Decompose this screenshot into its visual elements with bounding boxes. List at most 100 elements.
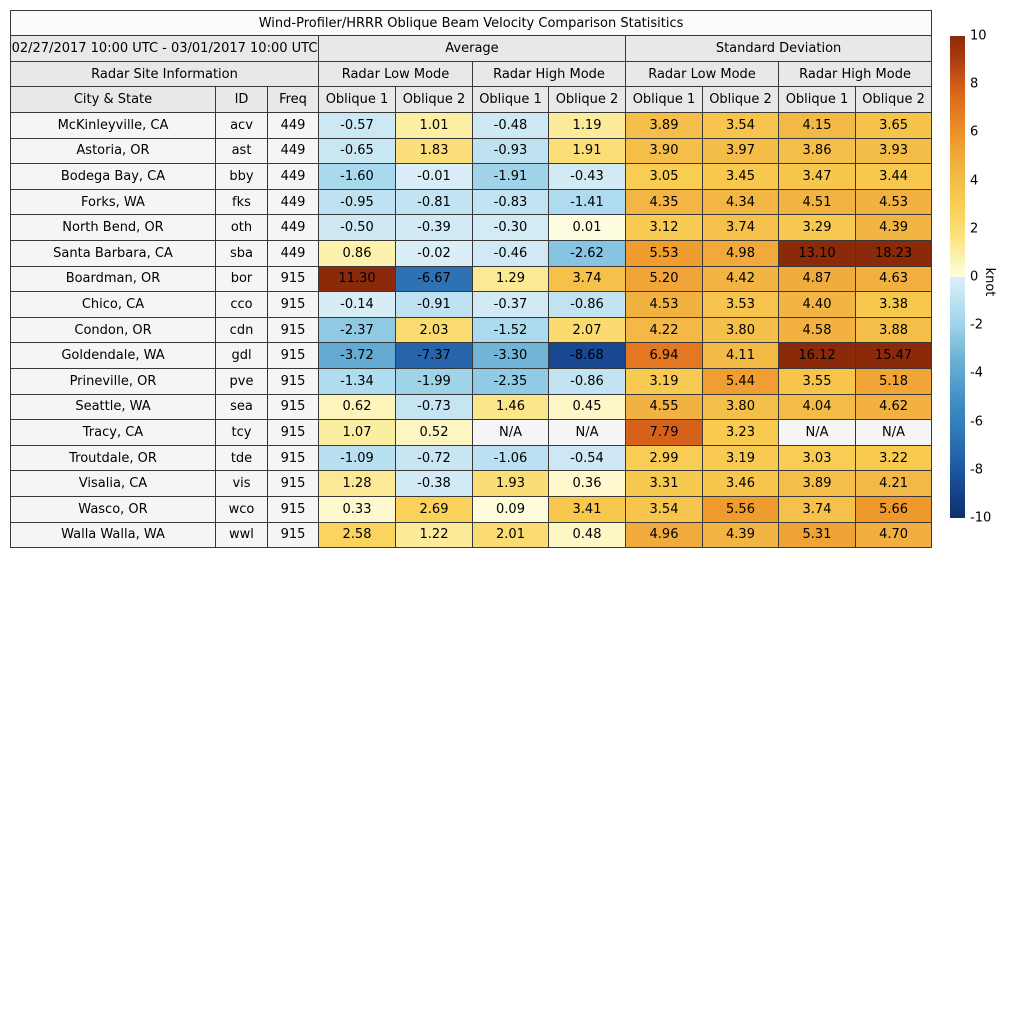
col-header-freq: Freq [267, 86, 319, 113]
value-cell-std_low_oblique2: 4.39 [702, 521, 779, 549]
value-cell-avg_low_oblique1: -3.72 [318, 342, 396, 369]
freq-cell: 915 [267, 291, 319, 318]
value-cell-avg_high_oblique2: 0.48 [548, 521, 626, 549]
value-cell-avg_high_oblique2: 0.45 [548, 393, 626, 421]
city-cell: Walla Walla, WA [10, 521, 216, 549]
value-cell-std_high_oblique1: 4.15 [778, 112, 856, 139]
value-cell-avg_high_oblique2: 0.36 [548, 470, 626, 497]
id-cell: pve [215, 367, 268, 395]
value-cell-std_high_oblique2: 5.66 [854, 495, 933, 523]
value-cell-avg_low_oblique1: 11.30 [318, 265, 396, 293]
avg-low-mode-header: Radar Low Mode [318, 61, 473, 87]
id-cell: cdn [215, 316, 268, 344]
std-low-mode-header: Radar Low Mode [625, 61, 779, 87]
colorbar-tick-label: -10 [970, 510, 992, 526]
city-cell: Troutdale, OR [10, 444, 216, 472]
value-cell-std_low_oblique2: 5.56 [702, 495, 779, 523]
city-cell: Forks, WA [10, 188, 216, 216]
value-cell-std_high_oblique2: 3.65 [854, 112, 933, 139]
value-cell-std_low_oblique1: 4.53 [625, 291, 703, 318]
value-cell-avg_low_oblique2: -0.02 [395, 239, 473, 267]
value-cell-avg_low_oblique2: -0.72 [395, 444, 473, 472]
value-cell-avg_low_oblique2: -0.91 [395, 291, 473, 318]
value-cell-std_high_oblique1: 4.51 [778, 188, 856, 216]
value-cell-avg_low_oblique1: -1.60 [318, 163, 396, 190]
value-cell-std_high_oblique2: 4.62 [854, 393, 933, 421]
table-row: Astoria, OR ast 449 -0.65 1.83 -0.93 1.91 3.90 3… [10, 137, 933, 165]
id-cell: cco [215, 291, 268, 318]
city-cell: Bodega Bay, CA [10, 163, 216, 190]
value-cell-std_low_oblique2: 4.34 [702, 188, 779, 216]
value-cell-std_low_oblique2: 3.45 [702, 163, 779, 190]
col-header-oblique1: Oblique 1 [472, 86, 549, 113]
value-cell-std_low_oblique2: 3.97 [702, 137, 779, 165]
value-cell-avg_low_oblique1: 1.28 [318, 470, 396, 497]
value-cell-avg_high_oblique2: -2.62 [548, 239, 626, 267]
id-cell: wwl [215, 521, 268, 549]
col-header-oblique1: Oblique 1 [778, 86, 856, 113]
avg-high-mode-header: Radar High Mode [472, 61, 626, 87]
value-cell-std_high_oblique1: 3.03 [778, 444, 856, 472]
value-cell-avg_high_oblique2: -1.41 [548, 188, 626, 216]
mode-header-row: Radar Site Information Radar Low Mode Ra… [10, 61, 933, 87]
col-header-oblique2: Oblique 2 [548, 86, 626, 113]
id-cell: gdl [215, 342, 268, 369]
value-cell-avg_low_oblique1: -2.37 [318, 316, 396, 344]
value-cell-std_low_oblique1: 3.31 [625, 470, 703, 497]
id-cell: vis [215, 470, 268, 497]
value-cell-avg_low_oblique1: 0.33 [318, 495, 396, 523]
colorbar-tick-label: -6 [970, 414, 983, 430]
value-cell-std_low_oblique2: 3.46 [702, 470, 779, 497]
id-cell: tde [215, 444, 268, 472]
id-cell: bor [215, 265, 268, 293]
table-row: Chico, CA cco 915 -0.14 -0.91 -0.37 -0.86 4.53 3… [10, 291, 933, 318]
value-cell-avg_high_oblique2: 1.91 [548, 137, 626, 165]
table-row: Boardman, OR bor 915 11.30 -6.67 1.29 3.74 5.20… [10, 265, 933, 293]
city-cell: North Bend, OR [10, 214, 216, 241]
value-cell-std_high_oblique2: 3.22 [854, 444, 933, 472]
value-cell-std_low_oblique2: 3.54 [702, 112, 779, 139]
date-range: 02/27/2017 10:00 UTC - 03/01/2017 10:00 … [10, 35, 319, 62]
stats-table: Wind-Profiler/HRRR Oblique Beam Velocity… [9, 10, 933, 549]
std-high-mode-header: Radar High Mode [777, 61, 933, 87]
colorbar-tick-label: 8 [970, 76, 979, 92]
value-cell-std_high_oblique2: 4.39 [854, 214, 933, 241]
value-cell-avg_high_oblique2: -0.54 [548, 444, 626, 472]
value-cell-avg_high_oblique1: 1.93 [472, 470, 549, 497]
table-title: Wind-Profiler/HRRR Oblique Beam Velocity… [9, 10, 933, 36]
value-cell-std_high_oblique2: 15.47 [854, 342, 933, 369]
value-cell-avg_low_oblique2: -0.38 [395, 470, 473, 497]
value-cell-avg_low_oblique1: 0.62 [318, 393, 396, 421]
table-row: Walla Walla, WA wwl 915 2.58 1.22 2.01 0.48 4.9… [10, 521, 933, 549]
value-cell-std_low_oblique2: 3.80 [702, 393, 779, 421]
group-header-average: Average [318, 35, 626, 62]
value-cell-avg_high_oblique1: 1.46 [472, 393, 549, 421]
col-header-oblique2: Oblique 2 [854, 86, 933, 113]
col-header-city: City & State [10, 86, 216, 113]
table-row: Goldendale, WA gdl 915 -3.72 -7.37 -3.30 -8.68… [10, 342, 933, 369]
value-cell-avg_low_oblique1: -0.65 [318, 137, 396, 165]
value-cell-std_low_oblique2: 5.44 [702, 367, 779, 395]
site-info-header: Radar Site Information [10, 61, 319, 87]
group-header-row: 02/27/2017 10:00 UTC - 03/01/2017 10:00 … [10, 35, 933, 62]
colorbar-tick-label: 4 [970, 173, 979, 189]
value-cell-std_low_oblique1: 4.55 [625, 393, 703, 421]
colorbar-tick-label: -8 [970, 462, 983, 478]
freq-cell: 449 [267, 163, 319, 190]
value-cell-std_high_oblique1: 3.29 [778, 214, 856, 241]
freq-cell: 915 [267, 444, 319, 472]
value-cell-avg_low_oblique1: 1.07 [318, 419, 396, 446]
id-cell: sba [215, 239, 268, 267]
value-cell-std_high_oblique2: 3.44 [854, 163, 933, 190]
colorbar-unit-label: knot [982, 267, 997, 297]
col-header-id: ID [215, 86, 268, 113]
colorbar-tick-label: -2 [970, 317, 983, 333]
value-cell-std_low_oblique1: 3.05 [625, 163, 703, 190]
value-cell-avg_low_oblique1: -0.95 [318, 188, 396, 216]
value-cell-std_low_oblique1: 2.99 [625, 444, 703, 472]
city-cell: Goldendale, WA [10, 342, 216, 369]
value-cell-std_low_oblique2: 3.53 [702, 291, 779, 318]
value-cell-std_high_oblique1: 5.31 [778, 521, 856, 549]
value-cell-std_high_oblique1: 3.74 [778, 495, 856, 523]
